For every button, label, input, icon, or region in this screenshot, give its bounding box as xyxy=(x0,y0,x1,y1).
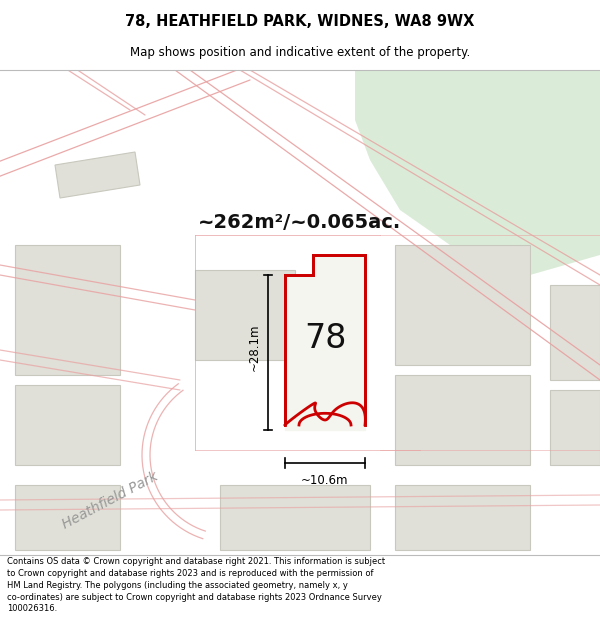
Polygon shape xyxy=(55,152,140,198)
Polygon shape xyxy=(15,245,120,375)
Polygon shape xyxy=(395,485,530,550)
Text: Contains OS data © Crown copyright and database right 2021. This information is : Contains OS data © Crown copyright and d… xyxy=(7,557,385,613)
Polygon shape xyxy=(15,485,120,550)
Polygon shape xyxy=(285,255,365,425)
Polygon shape xyxy=(15,385,120,465)
Text: ~10.6m: ~10.6m xyxy=(301,474,349,488)
Polygon shape xyxy=(550,285,600,380)
Polygon shape xyxy=(395,375,530,465)
Polygon shape xyxy=(285,402,365,425)
Polygon shape xyxy=(550,390,600,465)
Polygon shape xyxy=(220,485,370,550)
Text: ~262m²/~0.065ac.: ~262m²/~0.065ac. xyxy=(199,213,401,231)
Text: 78: 78 xyxy=(304,321,346,354)
Text: 78, HEATHFIELD PARK, WIDNES, WA8 9WX: 78, HEATHFIELD PARK, WIDNES, WA8 9WX xyxy=(125,14,475,29)
Polygon shape xyxy=(355,70,600,275)
Text: Map shows position and indicative extent of the property.: Map shows position and indicative extent… xyxy=(130,46,470,59)
Text: ~28.1m: ~28.1m xyxy=(248,324,260,371)
Polygon shape xyxy=(195,270,295,360)
Polygon shape xyxy=(395,245,530,365)
Text: Heathfield Park: Heathfield Park xyxy=(59,469,160,531)
